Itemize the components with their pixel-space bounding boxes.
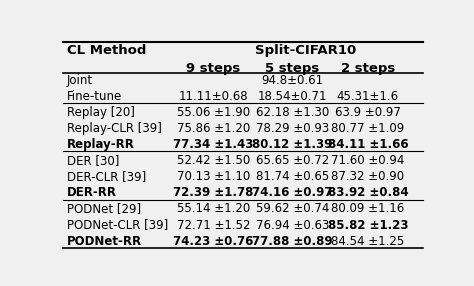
- Text: DER [30]: DER [30]: [66, 154, 119, 167]
- Text: 55.14 ±1.20: 55.14 ±1.20: [177, 202, 250, 215]
- Text: 2 steps: 2 steps: [341, 62, 395, 75]
- Text: 18.54±0.71: 18.54±0.71: [258, 90, 327, 103]
- Text: Joint: Joint: [66, 74, 93, 87]
- Text: 70.13 ±1.10: 70.13 ±1.10: [177, 170, 250, 183]
- Text: Replay [20]: Replay [20]: [66, 106, 135, 119]
- Text: Fine-tune: Fine-tune: [66, 90, 122, 103]
- Text: 71.60 ±0.94: 71.60 ±0.94: [331, 154, 404, 167]
- Text: 78.29 ±0.93: 78.29 ±0.93: [256, 122, 329, 135]
- Text: 74.23 ±0.76: 74.23 ±0.76: [173, 235, 254, 248]
- Text: 52.42 ±1.50: 52.42 ±1.50: [177, 154, 250, 167]
- Text: 72.71 ±1.52: 72.71 ±1.52: [177, 219, 250, 232]
- Text: 83.92 ±0.84: 83.92 ±0.84: [328, 186, 408, 199]
- Text: 85.82 ±1.23: 85.82 ±1.23: [328, 219, 408, 232]
- Text: PODNet-CLR [39]: PODNet-CLR [39]: [66, 219, 168, 232]
- Text: Split-CIFAR10: Split-CIFAR10: [255, 44, 356, 57]
- Text: 77.34 ±1.43: 77.34 ±1.43: [173, 138, 254, 151]
- Text: 84.11 ±1.66: 84.11 ±1.66: [328, 138, 408, 151]
- Text: 5 steps: 5 steps: [265, 62, 319, 75]
- Text: 76.94 ±0.63: 76.94 ±0.63: [256, 219, 329, 232]
- Text: DER-RR: DER-RR: [66, 186, 117, 199]
- Text: 65.65 ±0.72: 65.65 ±0.72: [256, 154, 329, 167]
- Text: 80.12 ±1.39: 80.12 ±1.39: [252, 138, 333, 151]
- Text: PODNet [29]: PODNet [29]: [66, 202, 141, 215]
- Text: PODNet-RR: PODNet-RR: [66, 235, 142, 248]
- Text: 74.16 ±0.97: 74.16 ±0.97: [252, 186, 333, 199]
- Text: 11.11±0.68: 11.11±0.68: [179, 90, 248, 103]
- Text: 81.74 ±0.65: 81.74 ±0.65: [256, 170, 329, 183]
- Text: Replay-RR: Replay-RR: [66, 138, 135, 151]
- Text: 63.9 ±0.97: 63.9 ±0.97: [335, 106, 401, 119]
- Text: Replay-CLR [39]: Replay-CLR [39]: [66, 122, 162, 135]
- Text: 80.09 ±1.16: 80.09 ±1.16: [331, 202, 404, 215]
- Text: 59.62 ±0.74: 59.62 ±0.74: [256, 202, 329, 215]
- Text: 75.86 ±1.20: 75.86 ±1.20: [177, 122, 250, 135]
- Text: CL Method: CL Method: [66, 44, 146, 57]
- Text: 84.54 ±1.25: 84.54 ±1.25: [331, 235, 404, 248]
- Text: 72.39 ±1.78: 72.39 ±1.78: [173, 186, 254, 199]
- Text: 62.18 ±1.30: 62.18 ±1.30: [256, 106, 329, 119]
- Text: DER-CLR [39]: DER-CLR [39]: [66, 170, 146, 183]
- Text: 94.8±0.61: 94.8±0.61: [262, 74, 324, 87]
- Text: 87.32 ±0.90: 87.32 ±0.90: [331, 170, 404, 183]
- Text: 45.31±1.6: 45.31±1.6: [337, 90, 399, 103]
- Text: 9 steps: 9 steps: [186, 62, 241, 75]
- Text: 80.77 ±1.09: 80.77 ±1.09: [331, 122, 404, 135]
- Text: 55.06 ±1.90: 55.06 ±1.90: [177, 106, 250, 119]
- Text: 77.88 ±0.89: 77.88 ±0.89: [252, 235, 333, 248]
